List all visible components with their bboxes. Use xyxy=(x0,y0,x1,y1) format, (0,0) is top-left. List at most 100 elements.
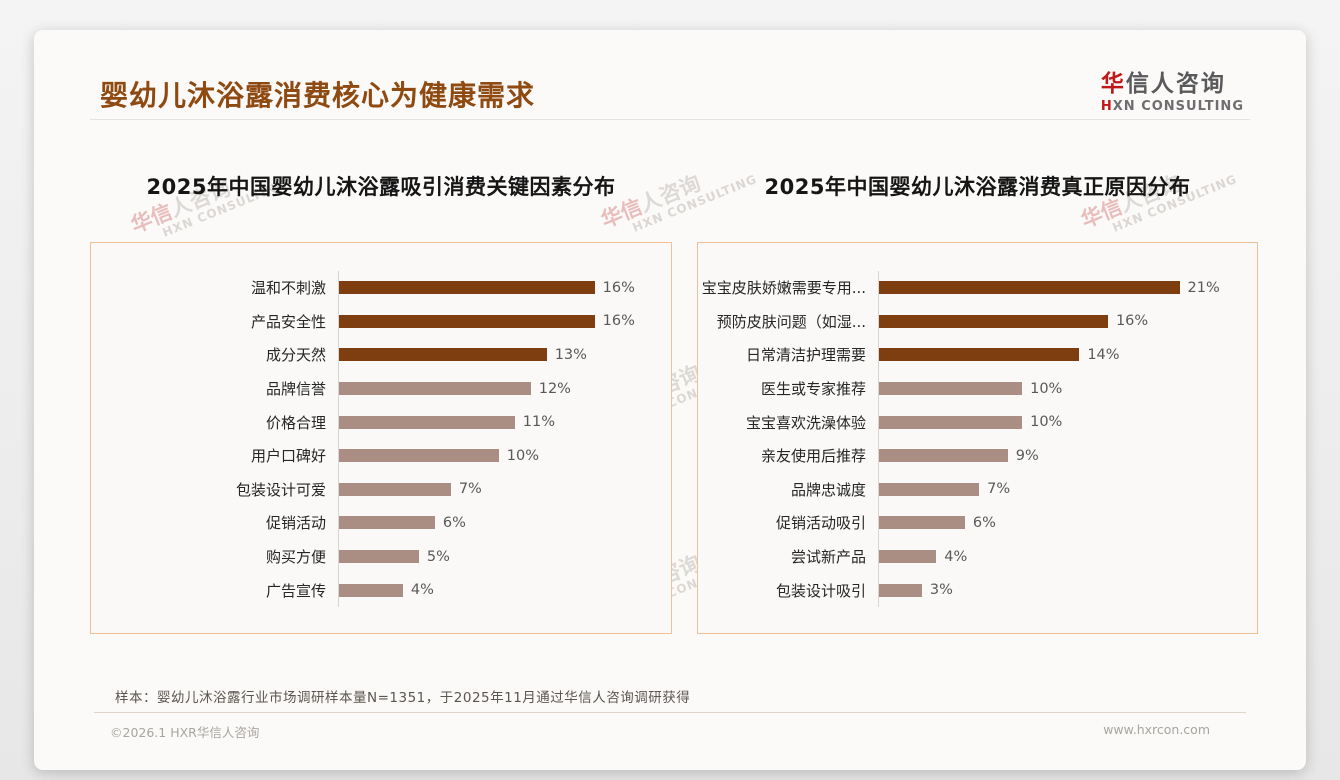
logo-cn-rest: 信人咨询 xyxy=(1125,71,1226,97)
bar-category-label: 成分天然 xyxy=(265,346,326,365)
bar-row: 用户口碑好 10% xyxy=(91,438,671,473)
bar xyxy=(879,482,980,496)
bar-track: 6% xyxy=(878,506,1257,540)
logo-en-text: HXN CONSULTING xyxy=(1101,99,1244,114)
bar xyxy=(879,348,1080,362)
bar-value-label: 6% xyxy=(442,514,466,531)
bar-track: 4% xyxy=(878,539,1257,574)
bar-row: 产品安全性 16% xyxy=(91,304,671,339)
bar-row: 促销活动 6% xyxy=(91,506,671,540)
bar-row: 宝宝喜欢洗澡体验 10% xyxy=(698,405,1257,439)
bar-track: 9% xyxy=(878,438,1257,473)
bar-value-label: 11% xyxy=(522,414,555,431)
bar-row: 亲友使用后推荐 9% xyxy=(698,438,1257,473)
bar xyxy=(339,583,403,597)
bar-value-label: 16% xyxy=(602,279,635,296)
copyright-text: ©2026.1 HXR华信人咨询 xyxy=(110,725,260,740)
bar-value-label: 9% xyxy=(1015,447,1039,464)
bar xyxy=(879,281,1180,295)
bar-value-label: 10% xyxy=(1030,380,1063,397)
bar-value-label: 7% xyxy=(987,481,1011,498)
bar-row: 宝宝皮肤娇嫩需要专用... 21% xyxy=(698,271,1257,305)
bar-category-label: 包装设计吸引 xyxy=(775,581,866,600)
bar-row: 医生或专家推荐 10% xyxy=(698,371,1257,406)
bar-row: 品牌信誉 12% xyxy=(91,371,671,406)
bar xyxy=(339,348,547,362)
bar-row: 预防皮肤问题（如湿... 16% xyxy=(698,304,1257,339)
bar-value-label: 10% xyxy=(1030,414,1063,431)
bar-category-label: 品牌忠诚度 xyxy=(790,480,866,499)
logo-cn-first: 华 xyxy=(1100,71,1126,97)
bar-track: 13% xyxy=(338,338,671,372)
bar-category-label: 广告宣传 xyxy=(265,581,326,600)
bar-track: 7% xyxy=(338,472,671,507)
bar-category-label: 医生或专家推荐 xyxy=(760,380,866,399)
bar-row: 温和不刺激 16% xyxy=(91,271,671,305)
bar xyxy=(879,314,1108,328)
bar xyxy=(339,550,419,564)
bar-row: 购买方便 5% xyxy=(91,539,671,574)
bar-category-label: 日常清洁护理需要 xyxy=(745,346,866,365)
bar xyxy=(339,382,531,396)
bar-track: 7% xyxy=(878,472,1257,507)
bar xyxy=(879,449,1008,463)
bar-track: 6% xyxy=(338,506,671,540)
bar-track: 12% xyxy=(338,371,671,406)
website-text: www.hxrcon.com xyxy=(1103,722,1210,737)
bar-value-label: 16% xyxy=(602,313,635,330)
bar-value-label: 13% xyxy=(554,346,587,363)
company-logo: 华信人咨询 HXN CONSULTING xyxy=(1101,64,1244,114)
bar-category-label: 亲友使用后推荐 xyxy=(760,447,866,466)
bar-value-label: 3% xyxy=(929,582,953,599)
report-slide: 华信人咨询 HXN CONSULTING 华信人咨询 HXN CONSULTING 华信… xyxy=(34,30,1306,770)
bar-category-label: 包装设计可爱 xyxy=(235,480,326,499)
bar-value-label: 4% xyxy=(944,548,968,565)
header-divider xyxy=(90,119,1250,120)
bar-category-label: 促销活动 xyxy=(265,514,326,533)
right-chart-title: 2025年中国婴幼儿沐浴露消费真正原因分布 xyxy=(764,175,1191,199)
bar xyxy=(879,415,1023,429)
bar-track: 16% xyxy=(338,304,671,339)
bar-row: 品牌忠诚度 7% xyxy=(698,472,1257,507)
bar-value-label: 5% xyxy=(426,548,450,565)
bar-track: 5% xyxy=(338,539,671,574)
bar-category-label: 宝宝喜欢洗澡体验 xyxy=(745,413,866,432)
logo-cn-text: 华信人咨询 xyxy=(1101,64,1244,98)
left-bar-chart: 温和不刺激 16% 产品安全性 16% 成分天然 13% 品牌信誉 12% 价格合理 11% 用户口… xyxy=(90,242,672,634)
bar-track: 10% xyxy=(338,438,671,473)
bar-row: 成分天然 13% xyxy=(91,338,671,372)
bar-track: 16% xyxy=(338,271,671,305)
sample-footnote: 样本：婴幼儿沐浴露行业市场调研样本量N=1351，于2025年11月通过华信人咨… xyxy=(115,690,691,706)
bar-track: 3% xyxy=(878,573,1257,607)
bar xyxy=(879,550,937,564)
bar-value-label: 10% xyxy=(506,447,539,464)
bar-category-label: 促销活动吸引 xyxy=(775,514,866,533)
bar-track: 10% xyxy=(878,405,1257,439)
bar xyxy=(879,516,965,530)
page-title: 婴幼儿沐浴露消费核心为健康需求 xyxy=(100,79,536,112)
bar-value-label: 12% xyxy=(538,380,571,397)
bar-track: 11% xyxy=(338,405,671,439)
bar-category-label: 预防皮肤问题（如湿... xyxy=(716,312,866,331)
bar-category-label: 尝试新产品 xyxy=(790,548,866,567)
bar xyxy=(879,382,1023,396)
bar xyxy=(339,415,515,429)
bar-track: 16% xyxy=(878,304,1257,339)
left-chart-title: 2025年中国婴幼儿沐浴露吸引消费关键因素分布 xyxy=(146,175,616,199)
bar-category-label: 价格合理 xyxy=(265,413,326,432)
logo-en-rest: XN CONSULTING xyxy=(1112,99,1244,114)
bar xyxy=(339,482,451,496)
bar xyxy=(339,281,595,295)
bar-track: 10% xyxy=(878,371,1257,406)
bar-value-label: 4% xyxy=(410,582,434,599)
bar-row: 价格合理 11% xyxy=(91,405,671,439)
bar xyxy=(339,449,499,463)
bar-category-label: 宝宝皮肤娇嫩需要专用... xyxy=(701,279,866,298)
bar-row: 包装设计可爱 7% xyxy=(91,472,671,507)
bar-category-label: 温和不刺激 xyxy=(250,279,326,298)
bar xyxy=(339,516,435,530)
bar-category-label: 产品安全性 xyxy=(250,312,326,331)
bar-value-label: 14% xyxy=(1087,346,1120,363)
bar-row: 包装设计吸引 3% xyxy=(698,573,1257,607)
bar xyxy=(339,314,595,328)
